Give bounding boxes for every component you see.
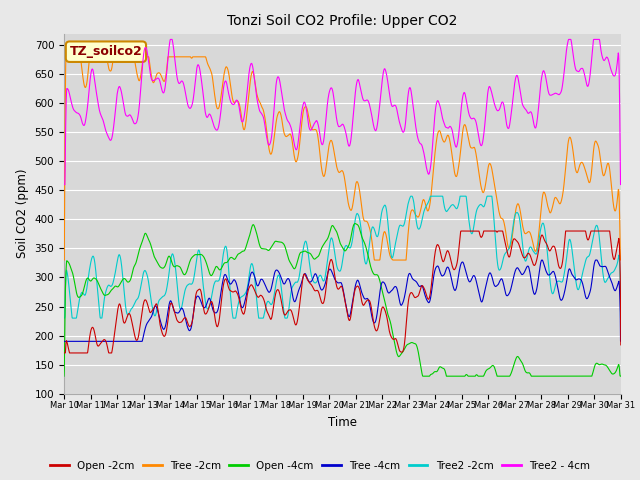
Legend: Open -2cm, Tree -2cm, Open -4cm, Tree -4cm, Tree2 -2cm, Tree2 - 4cm: Open -2cm, Tree -2cm, Open -4cm, Tree -4… [46,456,594,475]
X-axis label: Time: Time [328,416,357,429]
Text: TZ_soilco2: TZ_soilco2 [70,45,142,58]
Title: Tonzi Soil CO2 Profile: Upper CO2: Tonzi Soil CO2 Profile: Upper CO2 [227,14,458,28]
Y-axis label: Soil CO2 (ppm): Soil CO2 (ppm) [16,169,29,258]
